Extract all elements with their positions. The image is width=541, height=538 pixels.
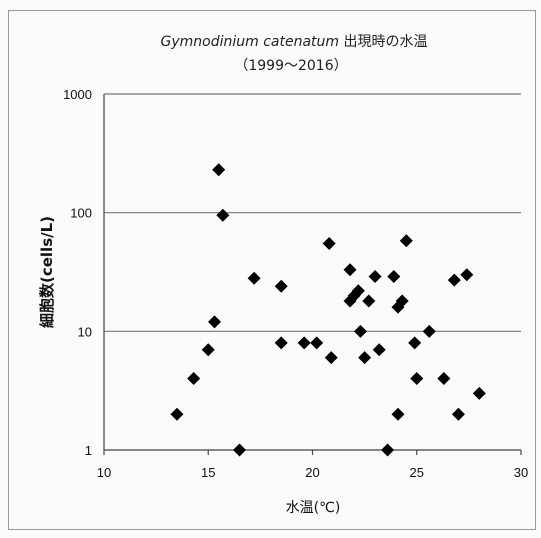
data-point-22 — [372, 343, 386, 357]
data-point-10 — [297, 336, 311, 350]
data-point-19 — [358, 351, 372, 365]
data-point-5 — [216, 208, 230, 222]
x-tick-label-20: 20 — [305, 465, 319, 480]
x-tick-label-25: 25 — [410, 465, 424, 480]
data-point-32 — [437, 372, 451, 386]
data-point-24 — [387, 269, 401, 283]
data-point-35 — [460, 268, 474, 282]
axes — [103, 94, 522, 455]
data-point-7 — [247, 271, 261, 285]
grid-lines — [104, 93, 521, 451]
data-point-17 — [351, 284, 365, 298]
data-point-26 — [391, 407, 405, 421]
data-point-21 — [368, 269, 382, 283]
data-point-13 — [324, 351, 338, 365]
y-axis-label: 細胞数(cells/L) — [38, 216, 56, 328]
data-point-11 — [310, 336, 324, 350]
data-point-6 — [233, 443, 247, 457]
x-tick-label-30: 30 — [514, 465, 528, 480]
y-tick-label-100: 100 — [70, 206, 92, 221]
x-tick-label-15: 15 — [201, 465, 215, 480]
y-tick-label-1: 1 — [85, 443, 92, 458]
data-point-23 — [381, 443, 395, 457]
data-point-18 — [353, 324, 367, 338]
data-point-30 — [410, 372, 424, 386]
data-points — [170, 163, 486, 457]
data-point-9 — [274, 336, 288, 350]
data-point-3 — [208, 315, 222, 329]
data-point-1 — [187, 372, 201, 386]
data-point-14 — [343, 263, 357, 277]
x-axis-label: 水温(℃) — [286, 500, 341, 516]
chart-title-rest: 出現時の水温 — [344, 34, 428, 50]
data-point-4 — [212, 163, 226, 177]
data-point-0 — [170, 407, 184, 421]
tick-labels: 1 10 100 1000 10 15 20 25 30 — [63, 87, 528, 480]
data-point-20 — [362, 294, 376, 308]
data-point-28 — [399, 234, 413, 248]
data-point-31 — [422, 324, 436, 338]
chart-border — [8, 10, 536, 530]
x-tick-label-10: 10 — [97, 465, 111, 480]
data-point-36 — [472, 386, 486, 400]
data-point-33 — [447, 273, 461, 287]
data-point-2 — [201, 343, 215, 357]
data-point-8 — [274, 279, 288, 293]
y-tick-label-10: 10 — [78, 324, 92, 339]
data-point-27 — [395, 294, 409, 308]
data-point-34 — [451, 407, 465, 421]
chart-title-species: Gymnodinium catenatum — [161, 34, 340, 50]
chart-title: Gymnodinium catenatum 出現時の水温 — [161, 34, 428, 50]
data-point-12 — [322, 236, 336, 250]
chart-subtitle: （1999～2016） — [234, 58, 347, 74]
data-point-29 — [408, 336, 422, 350]
y-tick-label-1000: 1000 — [63, 87, 92, 102]
